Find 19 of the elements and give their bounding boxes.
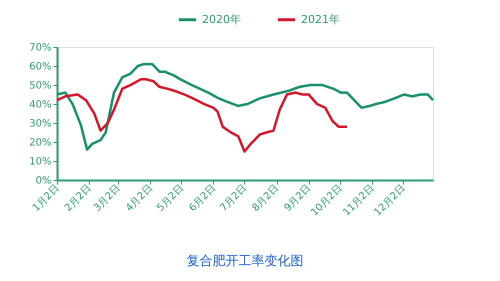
y-tick-label: 70%	[29, 42, 52, 54]
x-tick-label: 6月2日	[187, 182, 218, 214]
x-tick-label: 5月2日	[155, 182, 186, 214]
y-tick-label: 10%	[29, 156, 52, 168]
text: 复合肥开工率变化图	[186, 253, 304, 270]
y-tick-label: 30%	[29, 118, 52, 130]
x-tick-label: 3月2日	[92, 182, 123, 214]
x-tick-label: 7月2日	[218, 182, 250, 214]
legend-label: 2021年	[301, 12, 340, 26]
y-tick-label: 50%	[29, 80, 52, 92]
line-series	[56, 62, 434, 151]
x-tick-label: 2月2日	[62, 182, 94, 214]
x-tick-label: 4月2日	[124, 182, 155, 214]
x-tick-label: 8月2日	[250, 182, 282, 214]
line-series	[56, 78, 348, 153]
y-tick-label: 20%	[29, 138, 52, 148]
y-tick-label: 40%	[29, 100, 52, 110]
legend-label: 2020年	[202, 12, 241, 26]
y-tick-label: 60%	[29, 62, 52, 72]
